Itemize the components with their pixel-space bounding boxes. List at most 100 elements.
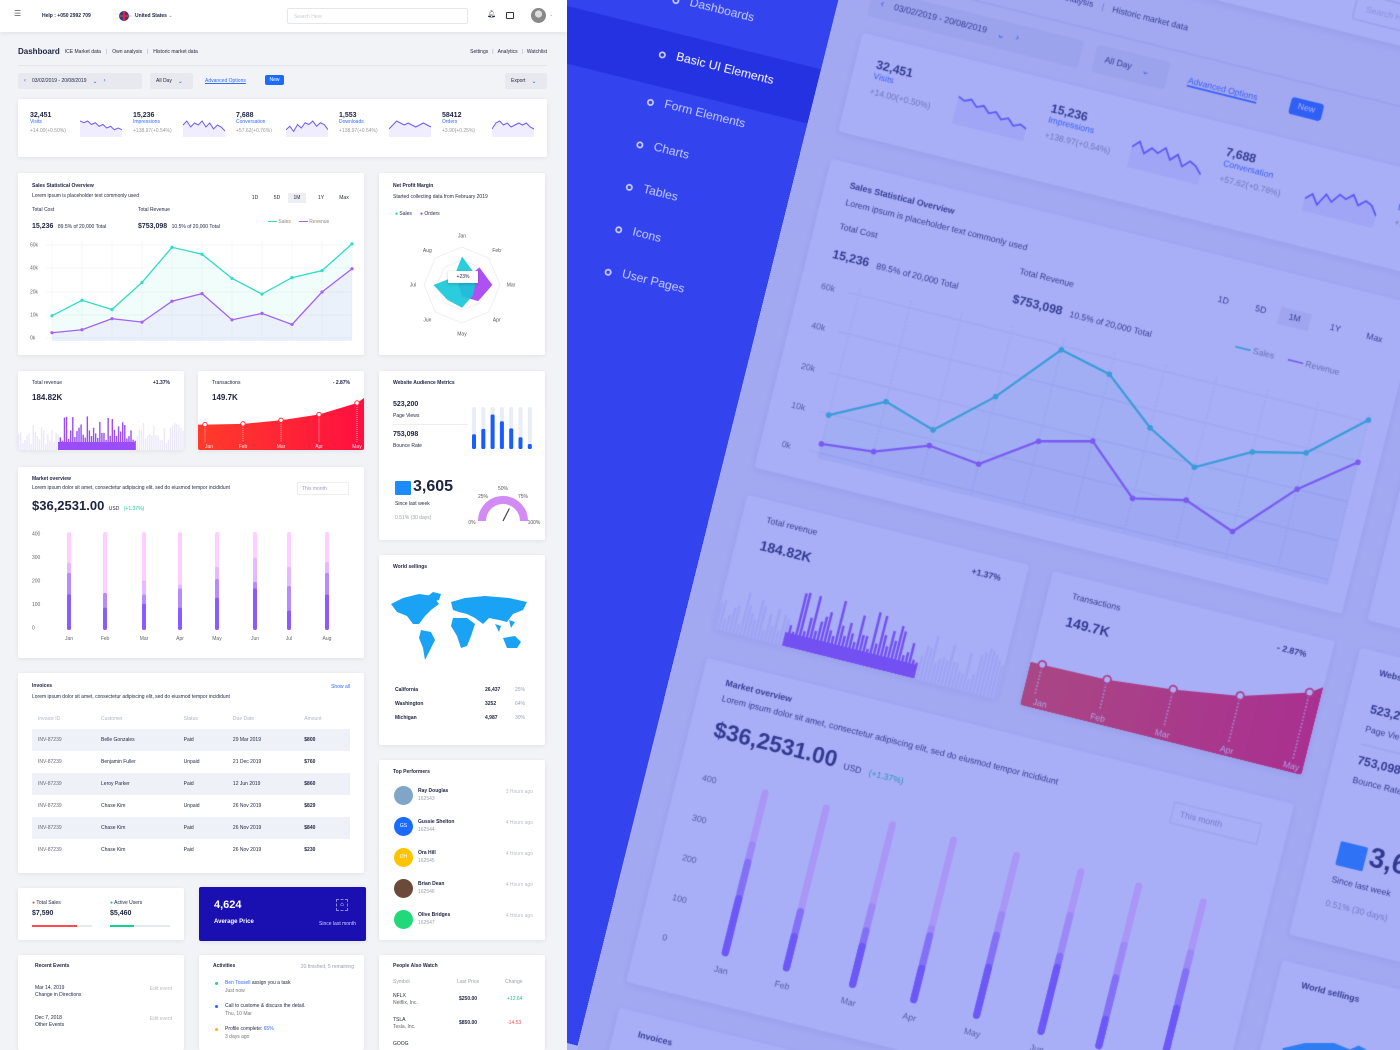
sales-point[interactable] bbox=[80, 298, 84, 302]
edit-event-link[interactable]: Edit event bbox=[149, 986, 172, 992]
audience-bar[interactable] bbox=[527, 443, 532, 449]
sales-point[interactable] bbox=[140, 280, 144, 284]
table-row[interactable]: INV-87239 Belle Gonzales Paid 29 Mar 2019 $8… bbox=[32, 729, 350, 751]
table-row[interactable]: INV-87239 Chase Kim Unpaid 26 Nov 2019 $829 bbox=[32, 795, 350, 817]
link-analytics[interactable]: Analytics bbox=[497, 49, 518, 55]
sidebar-item-icons[interactable]: Icons bbox=[614, 222, 662, 245]
next-icon[interactable]: › bbox=[103, 78, 106, 84]
prev-icon[interactable]: ‹ bbox=[24, 78, 26, 84]
link-own-analysis[interactable]: Own analysis bbox=[112, 48, 142, 55]
column-header[interactable]: Due Date bbox=[232, 716, 255, 722]
stat-label[interactable]: Conversation bbox=[236, 119, 266, 125]
sales-point[interactable] bbox=[200, 252, 204, 256]
count-note: 0.51% (30 days) bbox=[395, 515, 432, 521]
revenue-point[interactable] bbox=[110, 317, 114, 321]
performer-name[interactable]: Ora Hill bbox=[418, 850, 436, 856]
mail-icon[interactable] bbox=[506, 12, 514, 19]
stat-change: +3.90(+0.25%) bbox=[442, 128, 476, 134]
sidebar-item-charts[interactable]: Charts bbox=[635, 137, 690, 162]
revenue-point[interactable] bbox=[50, 331, 54, 335]
table-row[interactable]: INV-87239 Benjamin Fuller Unpaid 21 Dec 201… bbox=[32, 751, 350, 773]
audience-bar[interactable] bbox=[509, 428, 514, 449]
revenue-point[interactable] bbox=[260, 311, 264, 315]
link-historic-market-data[interactable]: Historic market data bbox=[153, 48, 198, 55]
stat-label[interactable]: Orders bbox=[442, 119, 458, 125]
watch-symbol[interactable]: NFLX bbox=[393, 993, 406, 999]
tab-5d[interactable]: 5D bbox=[273, 195, 281, 201]
performer-name[interactable]: Brian Dean bbox=[418, 881, 445, 887]
show-all-link[interactable]: Show all bbox=[331, 684, 350, 690]
audience-bar[interactable] bbox=[490, 414, 495, 449]
audience-bar-track bbox=[527, 407, 532, 449]
link-ice-market-data[interactable]: ICE Market data bbox=[64, 48, 101, 55]
search-input[interactable]: Search Here bbox=[287, 8, 468, 24]
transactions-point[interactable] bbox=[240, 421, 246, 427]
sales-point[interactable] bbox=[350, 242, 354, 246]
revenue-point[interactable] bbox=[80, 328, 84, 332]
sales-point[interactable] bbox=[170, 245, 174, 249]
revenue-point[interactable] bbox=[140, 320, 144, 324]
date-range-picker[interactable]: ‹ 03/02/2019 - 20/08/2019 ⌄ › bbox=[18, 73, 142, 89]
transactions-point[interactable] bbox=[278, 417, 284, 423]
audience-bar[interactable] bbox=[472, 434, 476, 449]
revenue-bar bbox=[142, 423, 145, 450]
audience-bar[interactable] bbox=[499, 421, 504, 449]
table-row[interactable]: INV-87239 Leroy Parker Paid 12 Jun 2019 $860 bbox=[32, 773, 350, 795]
table-row[interactable]: INV-87239 Chase Kim Paid 26 Nov 2019 $840 bbox=[32, 817, 350, 839]
column-header[interactable]: Status bbox=[183, 716, 198, 722]
activity-user-link[interactable]: Ben Tossell bbox=[225, 980, 251, 986]
sales-point[interactable] bbox=[230, 276, 234, 280]
radar-axis-label: Jul bbox=[410, 283, 416, 289]
sales-point[interactable] bbox=[290, 276, 294, 280]
sidebar-item-user-pages[interactable]: User Pages bbox=[603, 265, 686, 296]
export-button[interactable]: Export ⌄ bbox=[505, 73, 547, 89]
performer-name[interactable]: Olive Bridges bbox=[418, 912, 451, 918]
audience-bar[interactable] bbox=[518, 437, 523, 449]
stat-label[interactable]: Visits bbox=[30, 119, 42, 125]
watch-price: $850.00 bbox=[459, 1020, 478, 1026]
bell-icon[interactable]: 🔔︎ bbox=[487, 11, 496, 18]
transactions-point[interactable] bbox=[316, 411, 322, 418]
advanced-options-link[interactable]: Advanced Options bbox=[205, 78, 246, 84]
performer-name[interactable]: Gussie Shelton bbox=[418, 819, 455, 825]
total-revenue-card: Total revenue +1.37% 184.82K bbox=[18, 371, 184, 450]
link-settings[interactable]: Settings bbox=[470, 49, 489, 55]
gauge-arc bbox=[478, 496, 528, 522]
link-watchlist[interactable]: Watchlist bbox=[526, 49, 547, 55]
revenue-point[interactable] bbox=[200, 292, 204, 296]
column-header[interactable]: Invoice ID bbox=[38, 716, 61, 722]
sales-point[interactable] bbox=[260, 292, 264, 296]
revenue-point[interactable] bbox=[230, 318, 234, 322]
column-header[interactable]: Customer bbox=[101, 716, 123, 722]
period-select[interactable]: All Day ⌄ bbox=[150, 73, 193, 89]
hamburger-menu-icon[interactable]: ☰ bbox=[14, 9, 22, 18]
table-row[interactable]: INV-87239 Chase Kim Paid 26 Nov 2019 $230 bbox=[32, 839, 350, 861]
period-select[interactable]: This month bbox=[297, 482, 349, 495]
country-select[interactable]: United States ⌄ bbox=[135, 13, 173, 19]
revenue-bar bbox=[30, 444, 32, 450]
tab-1m[interactable]: 1M bbox=[288, 193, 306, 203]
transactions-point[interactable] bbox=[202, 421, 208, 428]
stat-label[interactable]: Impressions bbox=[133, 119, 160, 125]
watch-symbol[interactable]: TSLA bbox=[393, 1017, 406, 1023]
audience-bar[interactable] bbox=[481, 428, 486, 449]
performer-name[interactable]: Ray Douglas bbox=[418, 788, 449, 794]
sidebar-item-tables[interactable]: Tables bbox=[625, 180, 679, 204]
tab-1y[interactable]: 1Y bbox=[317, 195, 325, 201]
sidebar-item-dashboards[interactable]: Dashboards bbox=[671, 0, 755, 25]
transactions-point[interactable] bbox=[354, 400, 360, 406]
stat-label[interactable]: Downloads bbox=[339, 119, 364, 125]
revenue-point[interactable] bbox=[320, 290, 324, 294]
column-header[interactable]: Amount bbox=[304, 716, 322, 722]
revenue-point[interactable] bbox=[350, 267, 354, 271]
user-avatar[interactable] bbox=[531, 8, 546, 23]
revenue-point[interactable] bbox=[290, 322, 294, 327]
revenue-point[interactable] bbox=[170, 299, 174, 303]
sales-point[interactable] bbox=[110, 307, 114, 312]
avatar-chevron-icon[interactable]: ⌄ bbox=[549, 12, 554, 18]
edit-event-link[interactable]: Edit event bbox=[149, 1016, 172, 1022]
sales-point[interactable] bbox=[50, 314, 54, 318]
tab-max[interactable]: Max bbox=[339, 195, 349, 201]
tab-1d[interactable]: 1D bbox=[251, 195, 259, 201]
sales-point[interactable] bbox=[320, 269, 324, 273]
